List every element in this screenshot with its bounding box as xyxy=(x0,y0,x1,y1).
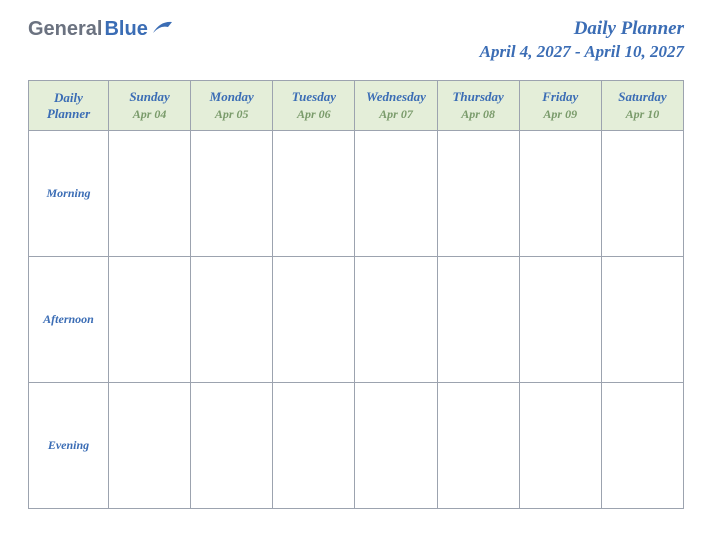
day-header: Tuesday Apr 06 xyxy=(273,81,355,131)
logo-swoosh-icon xyxy=(152,18,174,41)
logo-text-blue: Blue xyxy=(104,18,147,41)
planner-cell xyxy=(437,131,519,257)
planner-cell xyxy=(355,131,437,257)
period-label: Morning xyxy=(29,131,109,257)
planner-cell xyxy=(519,257,601,383)
day-date: Apr 10 xyxy=(606,107,679,122)
day-date: Apr 06 xyxy=(277,107,350,122)
planner-cell xyxy=(191,257,273,383)
planner-cell xyxy=(273,257,355,383)
planner-cell xyxy=(437,383,519,509)
planner-cell xyxy=(601,257,683,383)
day-header: Sunday Apr 04 xyxy=(109,81,191,131)
header: General Blue Daily Planner April 4, 2027… xyxy=(28,18,684,62)
period-row: Evening xyxy=(29,383,684,509)
planner-cell xyxy=(519,383,601,509)
period-row: Morning xyxy=(29,131,684,257)
planner-cell xyxy=(437,257,519,383)
planner-cell xyxy=(109,383,191,509)
day-name: Sunday xyxy=(113,89,186,105)
day-name: Saturday xyxy=(606,89,679,105)
logo-text-general: General xyxy=(28,18,102,41)
title-block: Daily Planner April 4, 2027 - April 10, … xyxy=(480,18,684,62)
planner-cell xyxy=(109,257,191,383)
day-name: Tuesday xyxy=(277,89,350,105)
day-date: Apr 09 xyxy=(524,107,597,122)
header-row: Daily Planner Sunday Apr 04 Monday Apr 0… xyxy=(29,81,684,131)
period-label: Evening xyxy=(29,383,109,509)
planner-cell xyxy=(601,131,683,257)
planner-cell xyxy=(273,383,355,509)
day-name: Friday xyxy=(524,89,597,105)
planner-cell xyxy=(519,131,601,257)
day-date: Apr 08 xyxy=(442,107,515,122)
page-title: Daily Planner xyxy=(480,18,684,40)
date-range: April 4, 2027 - April 10, 2027 xyxy=(480,42,684,62)
planner-cell xyxy=(273,131,355,257)
period-row: Afternoon xyxy=(29,257,684,383)
day-name: Wednesday xyxy=(359,89,432,105)
day-date: Apr 07 xyxy=(359,107,432,122)
day-date: Apr 05 xyxy=(195,107,268,122)
day-date: Apr 04 xyxy=(113,107,186,122)
corner-label: Daily Planner xyxy=(47,90,90,121)
day-header: Thursday Apr 08 xyxy=(437,81,519,131)
planner-cell xyxy=(601,383,683,509)
day-name: Monday xyxy=(195,89,268,105)
logo: General Blue xyxy=(28,18,174,41)
corner-cell: Daily Planner xyxy=(29,81,109,131)
day-header: Wednesday Apr 07 xyxy=(355,81,437,131)
day-header: Saturday Apr 10 xyxy=(601,81,683,131)
planner-cell xyxy=(355,257,437,383)
day-header: Monday Apr 05 xyxy=(191,81,273,131)
planner-cell xyxy=(109,131,191,257)
planner-cell xyxy=(191,383,273,509)
day-header: Friday Apr 09 xyxy=(519,81,601,131)
planner-cell xyxy=(191,131,273,257)
planner-cell xyxy=(355,383,437,509)
planner-table: Daily Planner Sunday Apr 04 Monday Apr 0… xyxy=(28,80,684,509)
period-label: Afternoon xyxy=(29,257,109,383)
day-name: Thursday xyxy=(442,89,515,105)
